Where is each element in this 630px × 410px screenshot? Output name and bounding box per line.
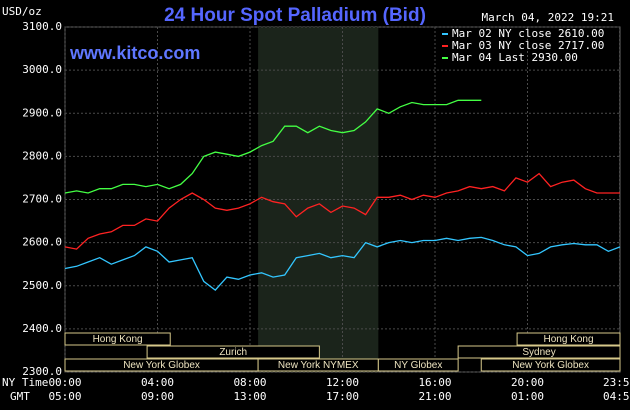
- chart-title: 24 Hour Spot Palladium (Bid): [164, 5, 426, 26]
- session-label: Hong Kong: [544, 334, 594, 345]
- timestamp: March 04, 2022 19:21: [482, 11, 614, 24]
- session-label: Hong Kong: [93, 334, 143, 345]
- session-label: NY Globex: [394, 360, 442, 371]
- watermark: www.kitco.com: [69, 43, 200, 63]
- x-tick-label: 16:00: [418, 376, 451, 389]
- y-tick-label: 2700.0: [22, 193, 62, 206]
- legend-label: Mar 03 NY close 2717.00: [452, 39, 604, 52]
- x-tick-label: 00:00: [48, 376, 81, 389]
- x-tick-label: 12:00: [326, 376, 359, 389]
- session-box: [64, 332, 171, 346]
- gmt-tick-label: 17:00: [326, 390, 359, 403]
- session-label: Zurich: [219, 347, 247, 358]
- y-tick-label: 3100.0: [22, 20, 62, 33]
- session-box: [457, 345, 621, 359]
- legend-label: Mar 02 NY close 2610.00: [452, 27, 604, 40]
- y-tick-label: 2500.0: [22, 279, 62, 292]
- session-box: [516, 332, 621, 346]
- ny-time-label: NY Time: [2, 376, 48, 389]
- y-tick-label: 2600.0: [22, 236, 62, 249]
- gmt-tick-label: 13:00: [233, 390, 266, 403]
- session-box: [146, 345, 320, 359]
- y-axis-label: USD/oz: [2, 5, 42, 18]
- session-label: New York Globex: [512, 360, 589, 371]
- y-tick-label: 2800.0: [22, 149, 62, 162]
- y-tick-label: 2300.0: [22, 365, 62, 378]
- y-tick-label: 2900.0: [22, 106, 62, 119]
- gmt-label: GMT: [10, 390, 30, 403]
- session-label: New York NYMEX: [278, 360, 359, 371]
- session-box: [480, 358, 621, 372]
- y-tick-label: 2400.0: [22, 322, 62, 335]
- x-tick-label: 23:59: [603, 376, 630, 389]
- x-tick-label: 04:00: [141, 376, 174, 389]
- session-box: [377, 358, 459, 372]
- gmt-tick-label: 04:59: [603, 390, 630, 403]
- x-tick-label: 08:00: [233, 376, 266, 389]
- gmt-tick-label: 05:00: [48, 390, 81, 403]
- gmt-tick-label: 01:00: [511, 390, 544, 403]
- gmt-tick-label: 09:00: [141, 390, 174, 403]
- price-line: [64, 172, 620, 250]
- x-tick-label: 20:00: [511, 376, 544, 389]
- session-label: Sydney: [522, 347, 555, 358]
- price-line: [64, 99, 482, 194]
- y-tick-label: 3000.0: [22, 63, 62, 76]
- gmt-tick-label: 21:00: [418, 390, 451, 403]
- legend-label: Mar 04 Last 2930.00: [452, 51, 578, 64]
- price-line: [64, 236, 621, 291]
- session-label: New York Globex: [123, 360, 200, 371]
